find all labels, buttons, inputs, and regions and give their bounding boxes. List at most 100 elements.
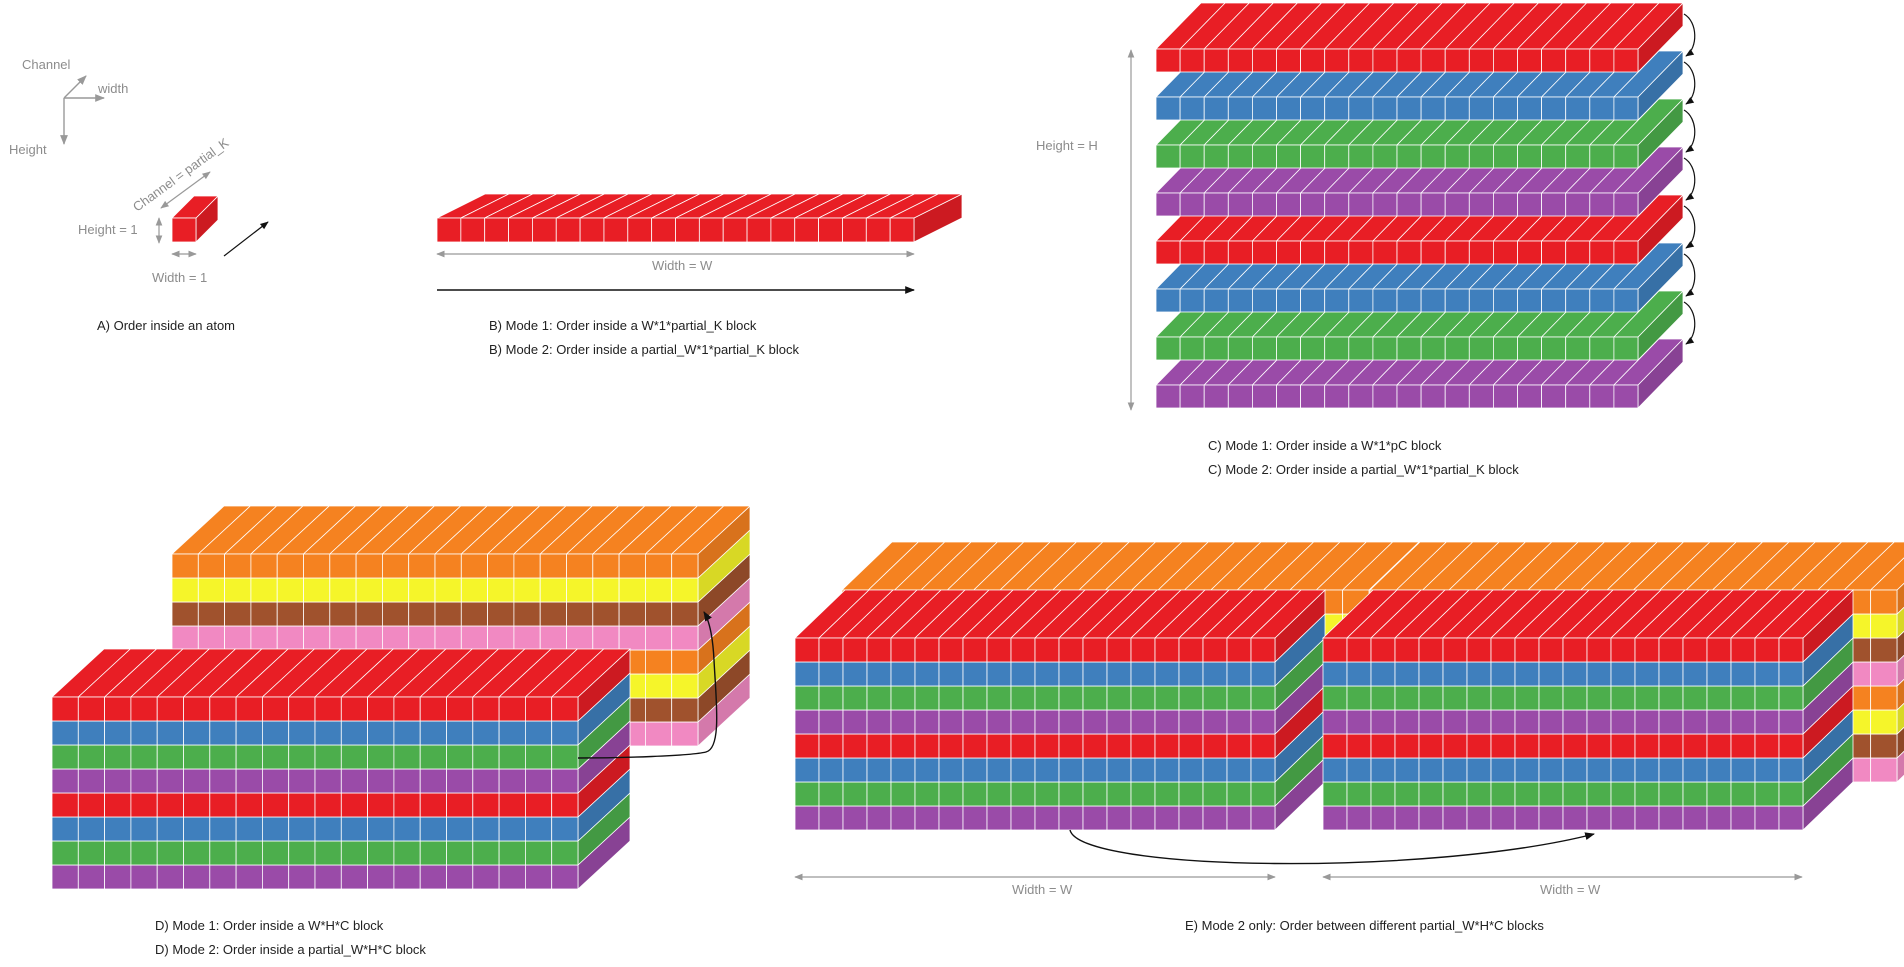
- cell: [1203, 192, 1229, 217]
- layer-front-face: [1155, 96, 1639, 121]
- green-layer: [1322, 733, 1854, 807]
- cell: [1565, 96, 1591, 121]
- cell: [1106, 781, 1132, 807]
- cell: [288, 792, 316, 818]
- cell: [1634, 685, 1660, 711]
- cell: [1658, 733, 1684, 759]
- cell: [566, 601, 594, 627]
- cell: [314, 696, 342, 722]
- cell: [460, 577, 488, 603]
- layer-front-face: [1322, 685, 1804, 711]
- cell: [1252, 240, 1277, 265]
- cell: [261, 840, 290, 866]
- cell: [1250, 805, 1276, 831]
- cell: [986, 637, 1012, 663]
- cell: [104, 744, 132, 770]
- cell: [1226, 709, 1252, 735]
- cell: [1154, 709, 1180, 735]
- cell: [183, 768, 211, 794]
- height-axis-label: Height: [9, 142, 47, 157]
- cell: [962, 637, 988, 663]
- cell: [183, 864, 211, 890]
- cell: [671, 577, 699, 603]
- layer-front-face: [1155, 192, 1639, 217]
- blue-layer: [794, 709, 1326, 783]
- cell: [1778, 685, 1804, 711]
- channel-dimension-arrow: [160, 171, 211, 209]
- cell: [1034, 709, 1060, 735]
- cell: [156, 792, 184, 818]
- layer-front-face: [1322, 661, 1804, 687]
- cell: [130, 720, 158, 746]
- cell: [261, 696, 290, 722]
- cell: [1396, 384, 1422, 409]
- block-order-arrow: [577, 611, 718, 759]
- cell: [498, 768, 526, 794]
- layer-top-face: [1322, 589, 1854, 639]
- layer-front-face: [1155, 384, 1639, 409]
- cell: [1130, 661, 1156, 687]
- cell: [1322, 781, 1348, 807]
- cell: [1466, 757, 1492, 783]
- cell: [866, 805, 892, 831]
- cell: [1468, 288, 1494, 313]
- cell: [51, 696, 79, 722]
- layer-order-arrows: [1683, 13, 1696, 345]
- cell: [1227, 96, 1253, 121]
- cell: [209, 696, 237, 722]
- cell: [1348, 192, 1374, 217]
- cell: [276, 625, 304, 651]
- cell: [130, 840, 158, 866]
- cell: [1178, 685, 1204, 711]
- cell: [77, 768, 106, 794]
- cell: [367, 864, 395, 890]
- cell: [1586, 661, 1612, 687]
- cell: [487, 577, 515, 603]
- cell: [171, 577, 199, 603]
- cell: [314, 816, 342, 842]
- cell: [1178, 709, 1204, 735]
- cell: [355, 601, 383, 627]
- cell: [1324, 48, 1350, 73]
- cell: [986, 757, 1012, 783]
- cell: [1179, 288, 1205, 313]
- layer-front-face: [794, 805, 1276, 831]
- cell: [1541, 384, 1567, 409]
- cell: [671, 625, 699, 651]
- cell: [1322, 637, 1348, 663]
- cell: [288, 744, 316, 770]
- cell: [1058, 781, 1084, 807]
- cell: [487, 625, 515, 651]
- cell: [1682, 781, 1708, 807]
- layer-top-face: [1369, 541, 1904, 591]
- layer-front-face: [171, 553, 699, 579]
- cell: [1322, 805, 1348, 831]
- cell: [1010, 637, 1036, 663]
- cell: [889, 217, 915, 243]
- cell: [250, 601, 278, 627]
- cell: [1466, 637, 1492, 663]
- cell: [235, 696, 263, 722]
- cell: [1154, 781, 1180, 807]
- cell: [434, 553, 462, 579]
- cell: [1370, 733, 1396, 759]
- cell: [1541, 240, 1567, 265]
- cell: [1444, 336, 1470, 361]
- cell: [1682, 637, 1708, 663]
- cell: [329, 577, 357, 603]
- cell: [1870, 709, 1898, 735]
- layer-order-arrow: [1683, 301, 1696, 345]
- cell: [1370, 685, 1396, 711]
- cell: [1226, 685, 1252, 711]
- cell: [1706, 733, 1732, 759]
- cell: [1420, 288, 1446, 313]
- cell: [1396, 240, 1422, 265]
- cell: [1418, 733, 1444, 759]
- cell: [1348, 288, 1374, 313]
- cell: [1586, 709, 1612, 735]
- cell: [938, 805, 964, 831]
- cell: [1682, 805, 1708, 831]
- purple-layer: [794, 757, 1326, 831]
- cell: [1346, 685, 1372, 711]
- cell: [446, 744, 474, 770]
